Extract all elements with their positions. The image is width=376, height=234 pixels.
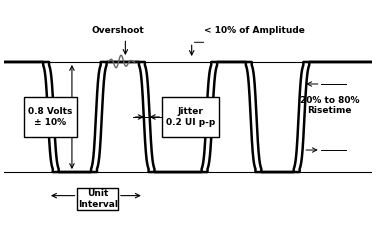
Text: Jitter
0.2 UI p-p: Jitter 0.2 UI p-p	[166, 107, 215, 127]
Bar	[162, 97, 219, 137]
Text: 20% to 80%
Risetime: 20% to 80% Risetime	[300, 95, 359, 115]
Text: Overshoot: Overshoot	[92, 26, 144, 35]
Text: Unit
Interval: Unit Interval	[78, 189, 118, 209]
Bar	[24, 97, 77, 137]
Text: 0.8 Volts
± 10%: 0.8 Volts ± 10%	[28, 107, 73, 127]
Bar	[77, 188, 118, 210]
Text: < 10% of Amplitude: < 10% of Amplitude	[204, 26, 305, 35]
